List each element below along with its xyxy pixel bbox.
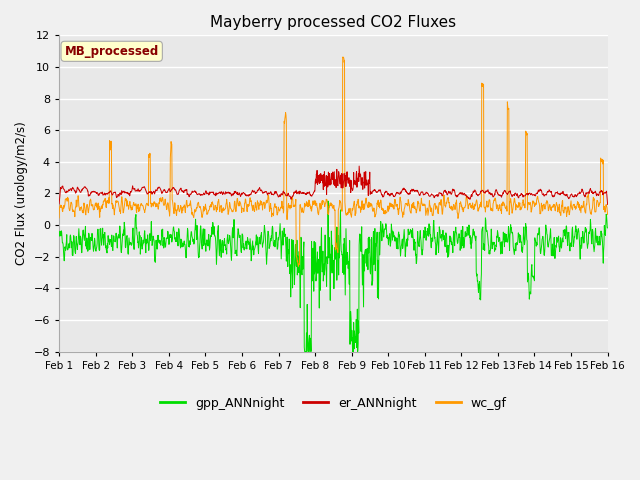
Legend: gpp_ANNnight, er_ANNnight, wc_gf: gpp_ANNnight, er_ANNnight, wc_gf — [155, 392, 511, 415]
Text: MB_processed: MB_processed — [65, 45, 159, 58]
Y-axis label: CO2 Flux (urology/m2/s): CO2 Flux (urology/m2/s) — [15, 121, 28, 265]
Title: Mayberry processed CO2 Fluxes: Mayberry processed CO2 Fluxes — [211, 15, 456, 30]
